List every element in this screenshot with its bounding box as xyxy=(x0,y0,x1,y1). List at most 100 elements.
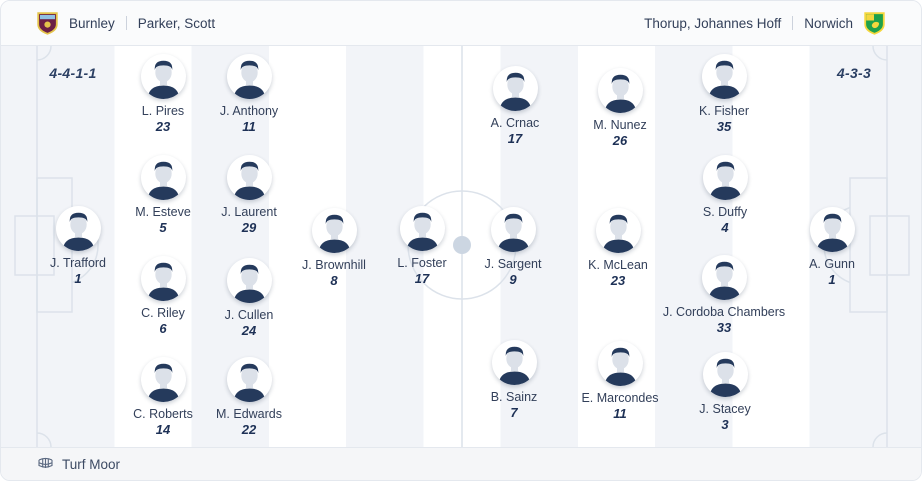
player-number: 7 xyxy=(510,405,518,420)
away-formation-label: 4-3-3 xyxy=(836,65,872,81)
away-team-name[interactable]: Norwich xyxy=(804,15,853,31)
player-home[interactable]: J. Cullen 24 xyxy=(174,258,324,338)
player-avatar-icon xyxy=(226,155,272,200)
player-avatar-icon xyxy=(140,155,186,200)
player-away[interactable]: K. McLean 23 xyxy=(543,208,693,288)
venue-bar: Turf Moor xyxy=(1,447,921,480)
home-formation-label: 4-4-1-1 xyxy=(49,65,97,81)
player-name: J. Trafford xyxy=(49,256,107,270)
player-avatar-icon xyxy=(701,54,747,99)
player-avatar-icon xyxy=(702,352,748,397)
player-away[interactable]: E. Marcondes 11 xyxy=(545,341,695,421)
player-away[interactable]: M. Nunez 26 xyxy=(545,68,695,148)
player-name: J. Laurent xyxy=(221,205,277,219)
player-name: C. Riley xyxy=(141,306,185,320)
player-number: 4 xyxy=(721,220,729,235)
player-home[interactable]: J. Brownhill 8 xyxy=(259,208,409,288)
player-name: J. Anthony xyxy=(219,104,279,118)
player-avatar-icon xyxy=(226,357,272,402)
player-number: 3 xyxy=(721,417,729,432)
pitch: 4-4-1-1 4-3-3 J. Trafford 1 L. Pires 23 xyxy=(1,46,921,447)
player-avatar-icon xyxy=(140,54,186,99)
header-divider xyxy=(792,16,794,30)
player-name: J. Sargent xyxy=(484,257,542,271)
player-avatar-icon xyxy=(491,340,537,385)
player-avatar-icon xyxy=(595,208,641,253)
player-avatar-icon xyxy=(702,155,748,200)
player-away[interactable]: A. Crnac 17 xyxy=(440,66,590,146)
player-number: 23 xyxy=(155,119,171,134)
player-number: 17 xyxy=(507,131,523,146)
away-team-badge-icon[interactable] xyxy=(864,11,885,35)
player-name: J. Brownhill xyxy=(302,258,366,272)
player-home[interactable]: L. Pires 23 xyxy=(88,54,238,134)
header-divider xyxy=(125,16,127,30)
player-away[interactable]: B. Sainz 7 xyxy=(439,340,589,420)
player-name: J. Cullen xyxy=(224,308,274,322)
player-avatar-icon xyxy=(492,66,538,111)
player-avatar-icon xyxy=(701,255,747,300)
player-home[interactable]: M. Edwards 22 xyxy=(174,357,324,437)
player-home[interactable]: M. Esteve 5 xyxy=(88,155,238,235)
player-number: 8 xyxy=(330,273,338,288)
player-avatar-icon xyxy=(140,357,186,402)
home-team-name[interactable]: Burnley xyxy=(69,15,115,31)
lineups-header: Burnley Parker, Scott Thorup, Johannes H… xyxy=(1,1,921,46)
venue-name: Turf Moor xyxy=(62,457,121,472)
player-number: 14 xyxy=(155,422,171,437)
player-away[interactable]: J. Cordoba Chambers 33 xyxy=(649,255,799,335)
pitch-markings xyxy=(14,46,910,447)
player-name: A. Crnac xyxy=(490,116,540,130)
player-number: 35 xyxy=(716,119,732,134)
player-home[interactable]: L. Foster 17 xyxy=(347,206,497,286)
player-name: A. Gunn xyxy=(809,257,855,271)
player-home[interactable]: C. Roberts 14 xyxy=(88,357,238,437)
player-avatar-icon xyxy=(226,258,272,303)
player-name: K. McLean xyxy=(588,258,648,272)
player-name: J. Stacey xyxy=(699,402,751,416)
player-number: 17 xyxy=(414,271,430,286)
away-manager-name[interactable]: Thorup, Johannes Hoff xyxy=(644,15,782,31)
player-avatar-icon xyxy=(55,206,101,251)
player-number: 6 xyxy=(159,321,167,336)
player-away[interactable]: S. Duffy 4 xyxy=(650,155,800,235)
player-home[interactable]: J. Trafford 1 xyxy=(3,206,153,286)
stadium-icon xyxy=(37,455,54,474)
player-avatar-icon xyxy=(399,206,445,251)
player-avatar-icon xyxy=(311,208,357,253)
player-away[interactable]: J. Stacey 3 xyxy=(650,352,800,432)
player-avatar-icon xyxy=(809,207,855,252)
player-name: K. Fisher xyxy=(698,104,749,118)
player-number: 23 xyxy=(610,273,626,288)
player-name: L. Foster xyxy=(397,256,447,270)
player-number: 22 xyxy=(241,422,257,437)
player-avatar-icon xyxy=(140,256,186,301)
player-name: M. Nunez xyxy=(593,118,647,132)
player-name: M. Edwards xyxy=(216,407,282,421)
player-avatar-icon xyxy=(597,68,643,113)
player-name: L. Pires xyxy=(141,104,185,118)
player-name: S. Duffy xyxy=(702,205,748,219)
player-name: B. Sainz xyxy=(490,390,538,404)
player-name: C. Roberts xyxy=(133,407,193,421)
player-number: 1 xyxy=(828,272,836,287)
player-name: J. Cordoba Chambers xyxy=(662,305,786,319)
player-away[interactable]: K. Fisher 35 xyxy=(649,54,799,134)
player-number: 33 xyxy=(716,320,732,335)
player-home[interactable]: J. Laurent 29 xyxy=(174,155,324,235)
player-away[interactable]: J. Sargent 9 xyxy=(438,207,588,287)
player-number: 24 xyxy=(241,323,257,338)
player-avatar-icon xyxy=(490,207,536,252)
player-name: E. Marcondes xyxy=(581,391,659,405)
player-number: 29 xyxy=(241,220,257,235)
player-home[interactable]: C. Riley 6 xyxy=(88,256,238,336)
home-manager-name[interactable]: Parker, Scott xyxy=(137,15,216,31)
player-number: 11 xyxy=(242,119,256,134)
home-team-header: Burnley Parker, Scott xyxy=(37,11,216,35)
player-home[interactable]: J. Anthony 11 xyxy=(174,54,324,134)
player-avatar-icon xyxy=(597,341,643,386)
player-number: 9 xyxy=(509,272,517,287)
player-away[interactable]: A. Gunn 1 xyxy=(757,207,907,287)
home-team-badge-icon[interactable] xyxy=(37,11,58,35)
